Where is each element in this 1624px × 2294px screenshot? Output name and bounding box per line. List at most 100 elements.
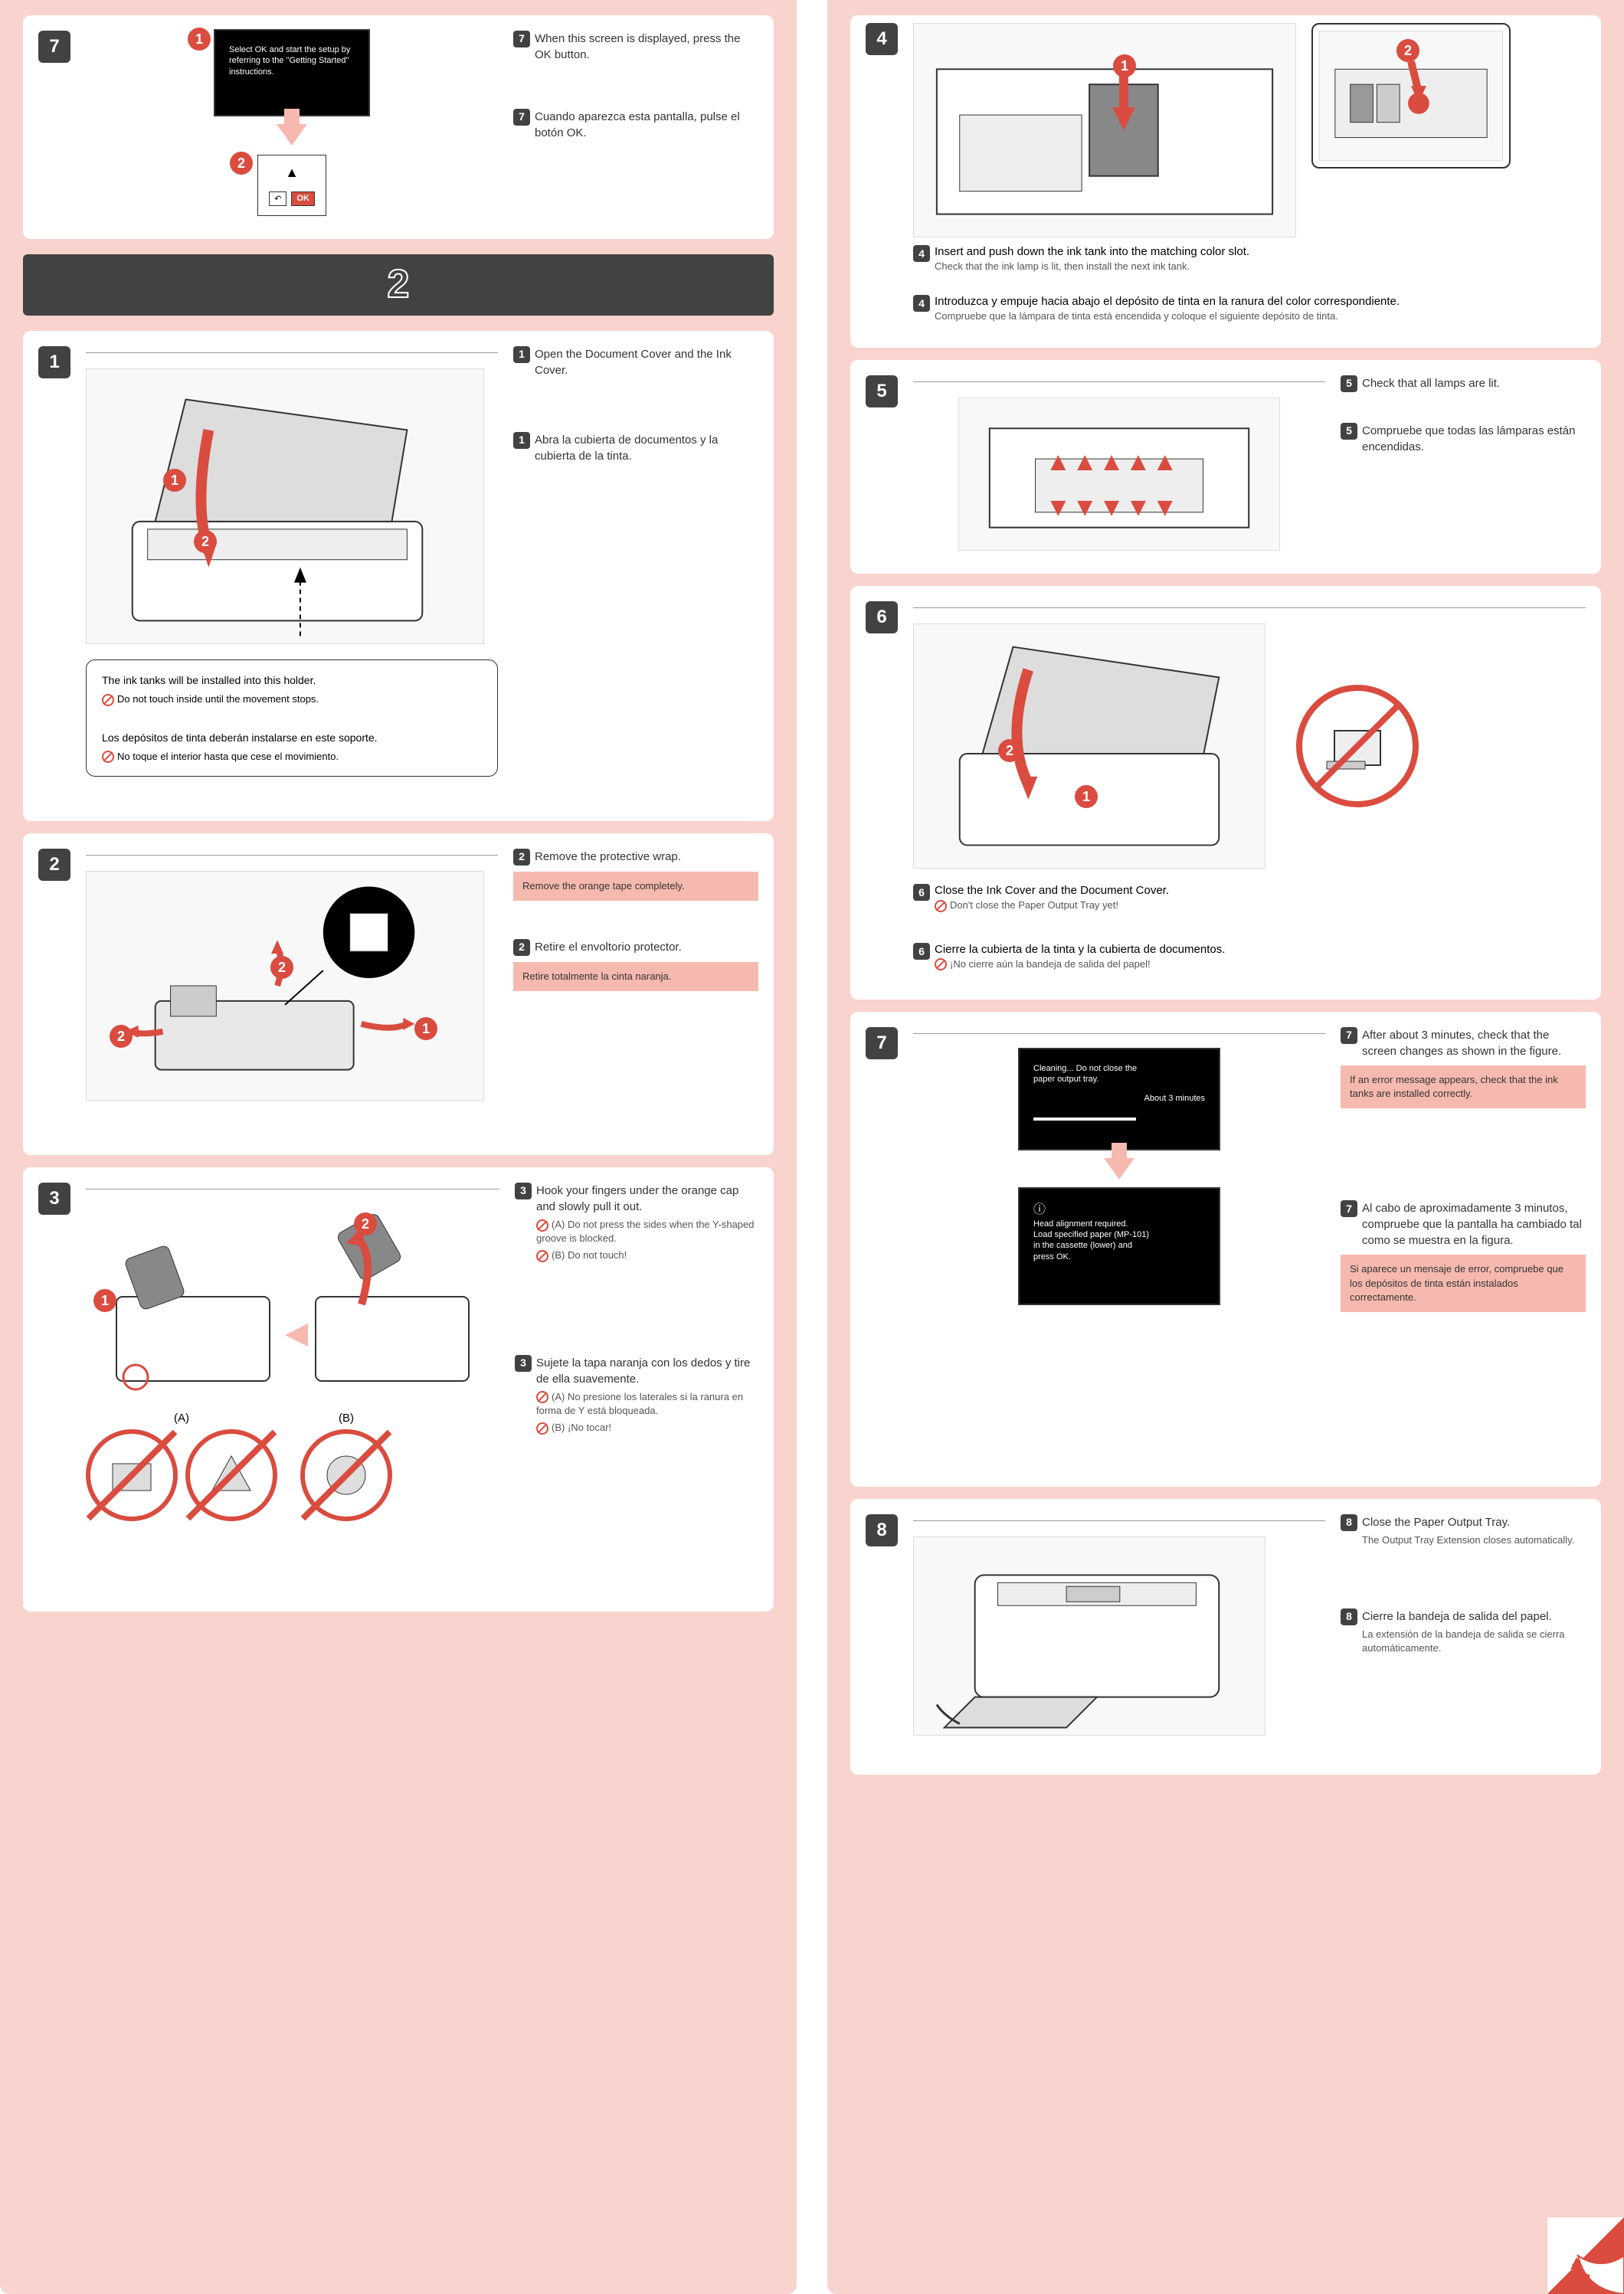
s2s3-en-text: Hook your fingers under the orange cap a… <box>536 1184 738 1213</box>
step7-en-badge: 7 <box>513 31 530 47</box>
r7-scr2-l1: Head alignment required. <box>1033 1219 1205 1229</box>
s2s3-es-suba: (A) No presione los laterales si la ranu… <box>536 1391 743 1416</box>
s2s3-es-text: Sujete la tapa naranja con los dedos y t… <box>536 1356 750 1386</box>
r6-en-text: Close the Ink Cover and the Document Cov… <box>935 884 1169 897</box>
divider <box>86 855 498 856</box>
r7-scr1-l3: About 3 minutes <box>1033 1093 1205 1104</box>
r4-circle1: 1 <box>1113 54 1136 77</box>
r8-es-badge: 8 <box>1341 1608 1357 1625</box>
s2-step1-badge: 1 <box>38 346 70 378</box>
alignment-screen: ⓘ Head alignment required. Load specifie… <box>1020 1189 1219 1304</box>
orange-cap-illustration: 1 2 <box>86 1205 499 1404</box>
s2s1-circle1: 1 <box>163 469 186 492</box>
prohibit-icon <box>536 1422 548 1435</box>
prohibit-icon <box>935 900 947 912</box>
s2s2-circle2a: 2 <box>270 956 293 979</box>
r7-es-text: Al cabo de aproximadamente 3 minutos, co… <box>1362 1200 1586 1248</box>
step7-badge: 7 <box>38 31 70 63</box>
s2-step2-card: 2 <box>23 833 774 1155</box>
step7-circle-2: 2 <box>230 152 253 175</box>
s2-step1-text-col: 1 Open the Document Cover and the Ink Co… <box>513 346 758 495</box>
r7-en-badge: 7 <box>1341 1027 1357 1044</box>
info-es-sub: No toque el interior hasta que cese el m… <box>117 751 339 762</box>
divider <box>86 1189 499 1190</box>
r7-scr2-l3: in the cassette (lower) and <box>1033 1240 1205 1251</box>
ink-tank-wrap-illustration: 1 2 2 <box>86 871 484 1101</box>
step7-card: 7 1 Select OK and start the setup by ref… <box>23 15 774 239</box>
r4-es-sub: Compruebe que la lámpara de tinta está e… <box>935 310 1586 322</box>
r6-circle2: 2 <box>998 739 1021 762</box>
r8-en-sub: The Output Tray Extension closes automat… <box>1362 1533 1586 1547</box>
r6-es-row: 6 Cierre la cubierta de la tinta y la cu… <box>913 943 1586 971</box>
step7-es-badge: 7 <box>513 109 530 126</box>
s2-step3-badge: 3 <box>38 1183 70 1215</box>
r7-en-text: After about 3 minutes, check that the sc… <box>1362 1027 1586 1059</box>
info-en-sub: Do not touch inside until the movement s… <box>117 693 319 705</box>
s2s2-es-note: Retire totalmente la cinta naranja. <box>513 962 758 991</box>
ink-holder-info-box: The ink tanks will be installed into thi… <box>86 659 498 777</box>
r5-es-text: Compruebe que todas las lámparas están e… <box>1362 423 1586 455</box>
r7-scr1-l2: paper output tray. <box>1033 1074 1205 1085</box>
s2s3-en-subb: (B) Do not touch! <box>552 1249 627 1261</box>
s2s1-es-text: Abra la cubierta de documentos y la cubi… <box>535 432 758 464</box>
r6-es-text: Cierre la cubierta de la tinta y la cubi… <box>935 943 1225 956</box>
r4-es-row: 4 Introduzca y empuje hacia abajo el dep… <box>913 295 1586 322</box>
prohibit-icon <box>102 694 114 706</box>
s2-step2-badge: 2 <box>38 849 70 881</box>
r6-en-badge: 6 <box>913 884 930 901</box>
info-icon: ⓘ <box>1033 1203 1205 1219</box>
prohibit-a1-icon <box>86 1429 178 1521</box>
step7-circle-1: 1 <box>188 28 211 51</box>
s2-step1-card: 1 1 2 <box>23 331 774 821</box>
r-step7-card: 7 Cleaning... Do not close the paper out… <box>850 1012 1601 1487</box>
r7-scr1-l1: Cleaning... Do not close the <box>1033 1063 1205 1074</box>
right-page: 4 1 <box>827 0 1624 2294</box>
r-step4-card: 4 1 <box>850 15 1601 348</box>
s2s1-en-text: Open the Document Cover and the Ink Cove… <box>535 346 758 378</box>
ink-lamp-inset: 2 <box>1311 23 1511 169</box>
divider <box>913 1033 1325 1034</box>
r5-en-badge: 5 <box>1341 375 1357 392</box>
left-pink-background: 7 1 Select OK and start the setup by ref… <box>0 0 797 2294</box>
prohibit-a2-icon <box>185 1429 277 1521</box>
r8-en-badge: 8 <box>1341 1514 1357 1531</box>
divider <box>86 352 498 353</box>
r4-en-badge: 4 <box>913 245 930 262</box>
r6-es-warn: ¡No cierre aún la bandeja de salida del … <box>950 958 1151 970</box>
s2s2-es-badge: 2 <box>513 939 530 956</box>
s2s2-es-text: Retire el envoltorio protector. <box>535 939 758 956</box>
s2s3-en-suba: (A) Do not press the sides when the Y-sh… <box>536 1219 755 1244</box>
prohibit-icon <box>536 1219 548 1232</box>
r-step4-badge: 4 <box>866 23 898 55</box>
r-step7-badge: 7 <box>866 1027 898 1059</box>
s2s3-circle1: 1 <box>93 1289 116 1312</box>
prohibit-icon <box>536 1250 548 1262</box>
right-pink-background: 4 1 <box>827 0 1624 2294</box>
r4-es-badge: 4 <box>913 295 930 312</box>
r6-en-row: 6 Close the Ink Cover and the Document C… <box>913 884 1586 912</box>
s2s2-en-badge: 2 <box>513 849 530 866</box>
r6-en-warn: Don't close the Paper Output Tray yet! <box>950 899 1118 911</box>
s2s1-es-badge: 1 <box>513 432 530 449</box>
do-not-close-tray-icon <box>1296 685 1419 807</box>
r4-en-sub: Check that the ink lamp is lit, then ins… <box>935 260 1586 272</box>
r-step8-badge: 8 <box>866 1514 898 1546</box>
s2s2-circle2b: 2 <box>110 1025 133 1048</box>
r8-es-sub: La extensión de la bandeja de salida se … <box>1362 1628 1586 1655</box>
r6-es-badge: 6 <box>913 943 930 960</box>
r6-circle1: 1 <box>1075 785 1098 808</box>
r5-es-badge: 5 <box>1341 423 1357 440</box>
step7-lcd-screen: Select OK and start the setup by referri… <box>215 31 368 115</box>
s2s3-en-badge: 3 <box>515 1183 532 1199</box>
r7-es-note: Si aparece un mensaje de error, comprueb… <box>1341 1255 1586 1312</box>
printer-open-cover-illustration: 1 2 <box>86 368 484 644</box>
r-step5-text-col: 5 Check that all lamps are lit. 5 Compru… <box>1341 375 1586 486</box>
close-covers-illustration: 2 1 <box>913 623 1265 869</box>
r-step7-text-col: 7 After about 3 minutes, check that the … <box>1341 1027 1586 1327</box>
r-step8-text-col: 8 Close the Paper Output Tray. The Outpu… <box>1341 1514 1586 1687</box>
step7-es-text: Cuando aparezca esta pantalla, pulse el … <box>535 109 758 141</box>
step7-screen-text: Select OK and start the setup by referri… <box>229 45 350 77</box>
r8-es-text: Cierre la bandeja de salida del papel. <box>1362 1610 1552 1623</box>
r4-en-row: 4 Insert and push down the ink tank into… <box>913 245 1586 272</box>
info-es-title: Los depósitos de tinta deberán instalars… <box>102 730 482 746</box>
